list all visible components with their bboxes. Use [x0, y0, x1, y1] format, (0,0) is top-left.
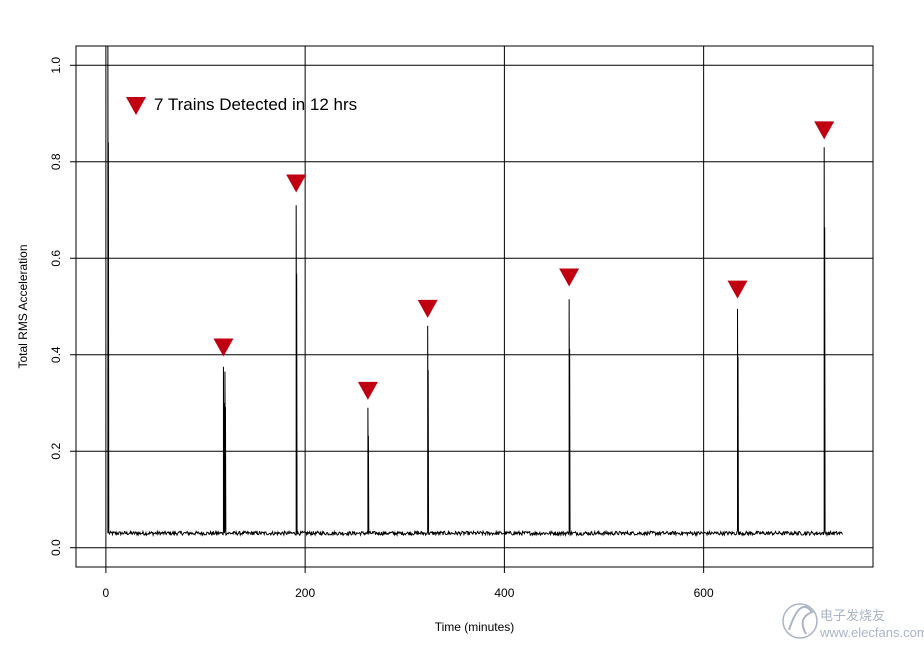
legend-marker: [126, 97, 146, 115]
series-layer: [107, 45, 843, 538]
legend: 7 Trains Detected in 12 hrs: [126, 95, 357, 115]
marker-layer: [213, 121, 835, 400]
y-tick-label: 0.6: [49, 250, 63, 267]
watermark-logo: 电子发烧友 www.elecfans.com: [782, 603, 924, 640]
elecfans-logo-icon: [782, 603, 818, 639]
legend-label: 7 Trains Detected in 12 hrs: [154, 95, 357, 114]
y-axis-title: Total RMS Acceleration: [16, 244, 30, 368]
logo-swoosh: [788, 606, 814, 635]
train-detection-marker: [357, 381, 378, 400]
logo-ring: [782, 603, 818, 639]
x-tick-label: 600: [694, 586, 714, 600]
x-tick-label: 200: [295, 586, 315, 600]
tick-layer: 0 200 400 600 0.0 0.2 0.4 0.6 0.8 1.0: [49, 57, 714, 600]
x-tick-label: 400: [494, 586, 514, 600]
watermark-name: 电子发烧友: [820, 608, 885, 623]
train-detection-marker: [559, 268, 580, 287]
rms-series-line: [107, 45, 843, 538]
train-detection-marker: [814, 121, 835, 140]
plot-frame: [75, 45, 874, 568]
grid-layer: [76, 46, 873, 567]
y-tick-label: 0.8: [49, 153, 63, 170]
x-tick-label: 0: [103, 586, 110, 600]
train-detection-marker: [213, 338, 234, 357]
watermark-url: www.elecfans.com: [819, 625, 924, 640]
y-tick-label: 0.2: [49, 443, 63, 460]
train-detection-marker: [727, 280, 748, 299]
x-axis-title: Time (minutes): [435, 620, 515, 634]
y-tick-label: 1.0: [49, 57, 63, 74]
train-detection-marker: [286, 174, 307, 193]
train-detection-marker: [417, 299, 438, 318]
y-tick-label: 0.4: [49, 346, 63, 363]
y-tick-label: 0.0: [49, 539, 63, 556]
